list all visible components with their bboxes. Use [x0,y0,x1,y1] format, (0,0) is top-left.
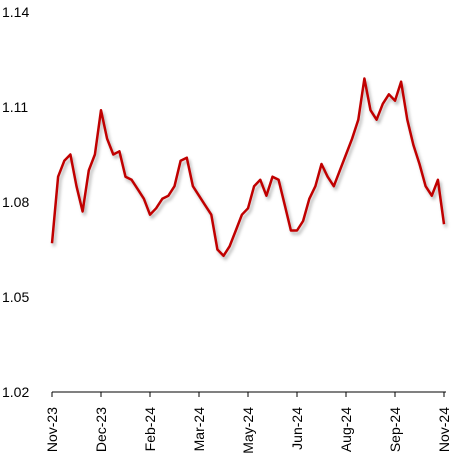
x-tick-label: Aug-24 [338,407,354,452]
y-tick-label: 1.05 [2,289,29,305]
x-tick-label: Nov-23 [44,407,60,452]
y-tick-label: 1.11 [2,99,28,115]
y-tick-label: 1.08 [2,194,29,210]
x-tick-label: Sep-24 [387,407,403,452]
x-tick-label: Feb-24 [142,407,158,452]
x-tick-label: Mar-24 [191,407,207,452]
x-tick-label: May-24 [240,407,256,454]
line [50,77,446,258]
x-tick-label: Nov-24 [436,407,452,452]
y-tick-label: 1.02 [2,384,29,400]
y-tick-label: 1.14 [2,4,29,20]
x-tick-label: Jun-24 [289,407,305,450]
x-tick-label: Dec-23 [93,407,109,452]
